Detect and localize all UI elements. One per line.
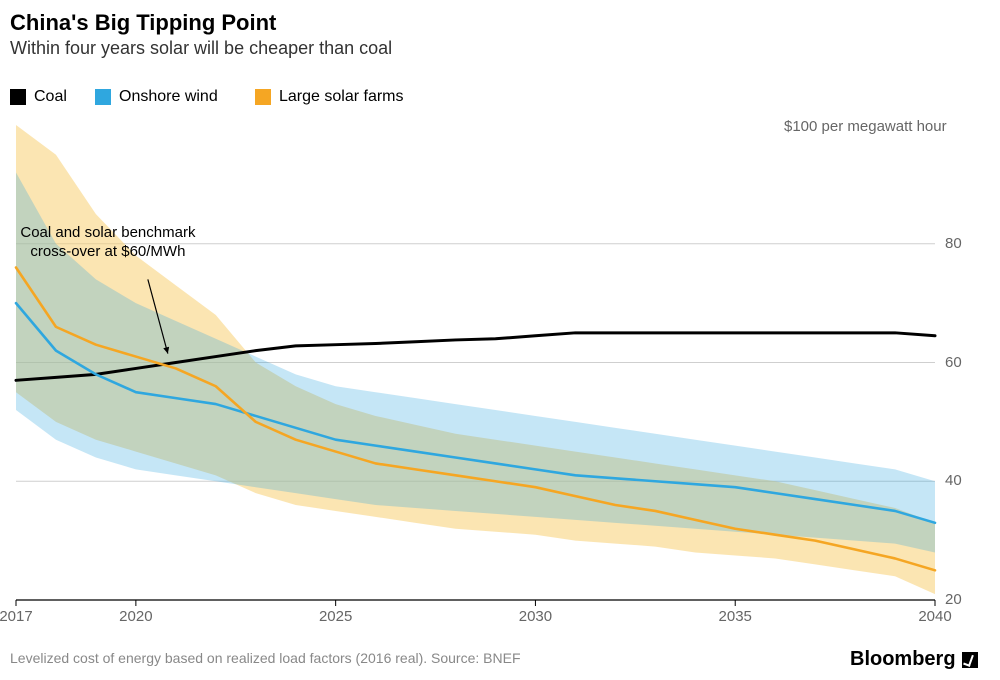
crossover-annotation: Coal and solar benchmarkcross-over at $6… (0, 224, 218, 262)
y-tick-label: 20 (945, 591, 962, 608)
x-tick-label: 2025 (319, 608, 352, 625)
x-tick-label: 2035 (719, 608, 752, 625)
brand-label: Bloomberg (850, 648, 956, 671)
footer-brand: Bloomberg (850, 648, 978, 671)
brand-icon (962, 652, 978, 668)
x-tick-label: 2017 (0, 608, 33, 625)
y-tick-label: 80 (945, 235, 962, 252)
x-tick-label: 2030 (519, 608, 552, 625)
x-tick-label: 2020 (119, 608, 152, 625)
footer-source-note: Levelized cost of energy based on realiz… (10, 650, 521, 666)
y-tick-label: 60 (945, 354, 962, 371)
y-tick-label: 40 (945, 472, 962, 489)
line-chart (0, 0, 1000, 680)
x-tick-label: 2040 (918, 608, 951, 625)
